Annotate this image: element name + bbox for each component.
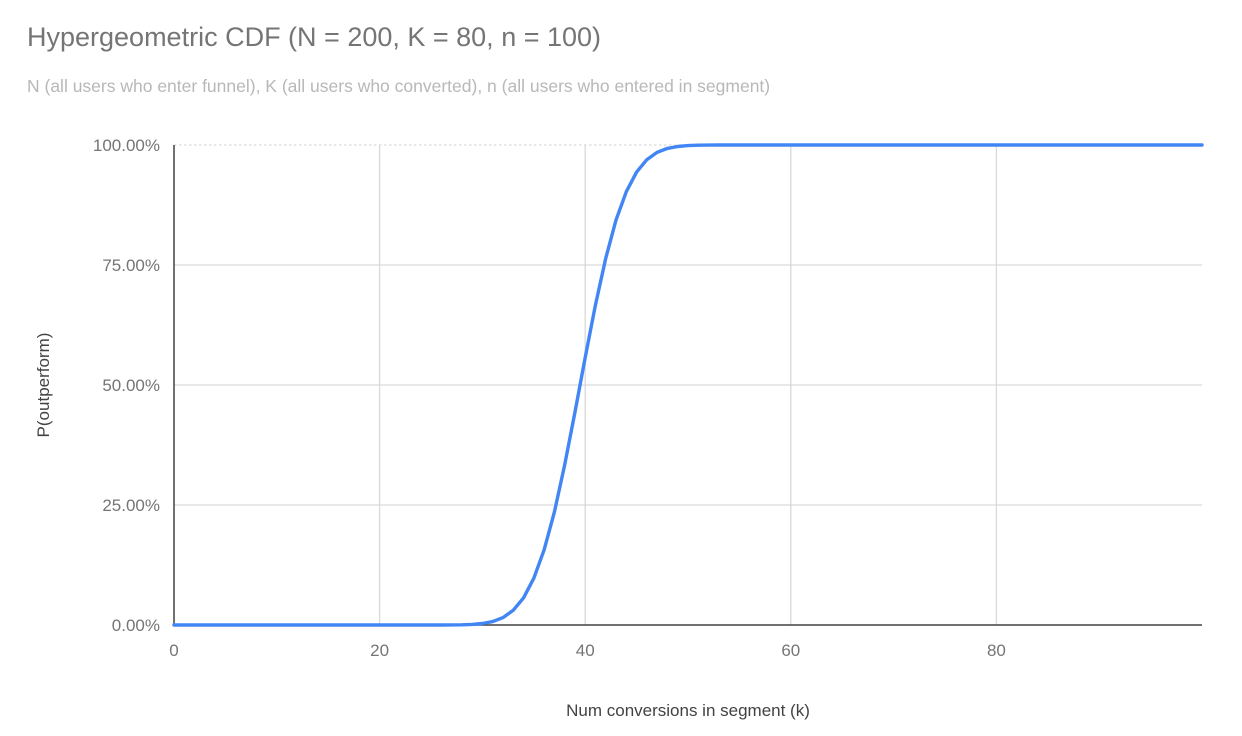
chart-subtitle: N (all users who enter funnel), K (all u… [27, 76, 771, 96]
x-tick-label: 20 [370, 641, 389, 660]
y-tick-label: 0.00% [112, 616, 160, 635]
cdf-curve [172, 143, 1204, 627]
y-tick-label: 50.00% [102, 376, 160, 395]
x-tick-label: 0 [169, 641, 178, 660]
y-tick-label: 100.00% [93, 136, 160, 155]
y-tick-label: 25.00% [102, 496, 160, 515]
x-tick-label: 80 [987, 641, 1006, 660]
x-tick-label: 60 [781, 641, 800, 660]
y-tick-label: 75.00% [102, 256, 160, 275]
chart-title: Hypergeometric CDF (N = 200, K = 80, n =… [27, 22, 602, 52]
x-tick-label: 40 [576, 641, 595, 660]
x-axis-title: Num conversions in segment (k) [566, 701, 810, 720]
